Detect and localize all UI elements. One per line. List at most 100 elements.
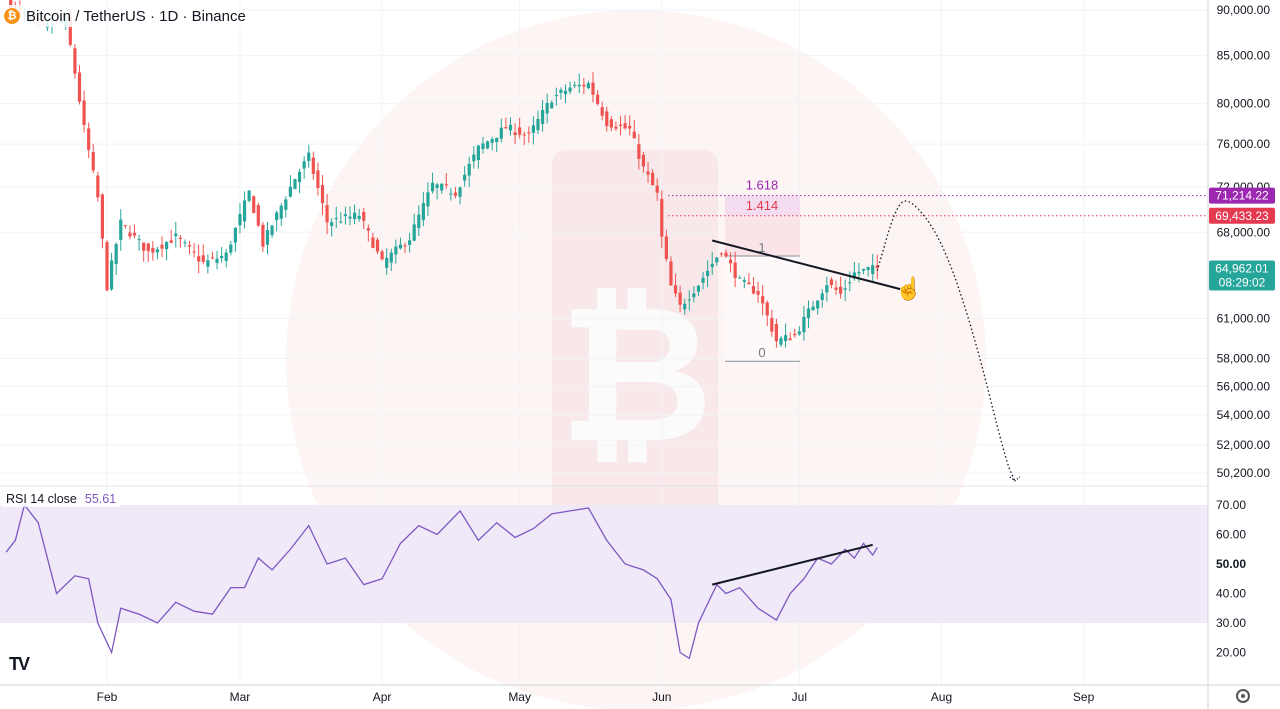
candles[interactable] — [9, 0, 879, 348]
candle-body — [233, 227, 237, 243]
svg-text:₿: ₿ — [559, 269, 714, 481]
candle-body — [261, 224, 265, 247]
candle-body — [715, 257, 719, 263]
candle-body — [751, 286, 756, 294]
candle-body — [495, 137, 499, 143]
candle-body — [582, 84, 586, 87]
candle — [389, 248, 393, 272]
candle-body — [100, 194, 105, 239]
candle — [660, 190, 664, 249]
settings-icon[interactable] — [1236, 689, 1250, 703]
candle — [609, 115, 613, 132]
candle — [169, 229, 173, 244]
candle-body — [307, 152, 311, 161]
candle — [142, 242, 146, 262]
candle-body — [201, 255, 205, 263]
candle — [600, 101, 604, 121]
candle-body — [518, 127, 522, 135]
candle — [316, 162, 320, 196]
candle — [632, 119, 636, 139]
price-tag-label: 71,214.22 — [1215, 189, 1269, 203]
rsi-line — [5, 503, 878, 660]
candle — [678, 285, 682, 313]
candle-body — [637, 144, 641, 159]
candle — [297, 168, 302, 194]
candle-body — [655, 185, 659, 193]
symbol-title[interactable]: Bitcoin / TetherUS · 1D · Binance — [26, 7, 246, 25]
candle-body — [646, 171, 650, 175]
chart-header: ₿ Bitcoin / TetherUS · 1D · Binance — [4, 5, 250, 27]
candle — [861, 268, 866, 275]
candle-body — [284, 199, 288, 210]
candle-body — [609, 119, 613, 128]
candle-body — [394, 246, 398, 255]
candle — [834, 280, 838, 295]
candle — [490, 136, 494, 151]
candle — [806, 300, 811, 329]
candle — [403, 242, 407, 254]
rsi-pane[interactable] — [5, 503, 878, 660]
candle — [761, 285, 765, 316]
candle — [352, 204, 357, 225]
candle — [91, 143, 95, 174]
fib-label: 1.618 — [746, 178, 779, 193]
candle — [435, 182, 439, 200]
candle-body — [229, 244, 233, 253]
candle — [820, 289, 824, 308]
candle — [641, 152, 646, 173]
candle — [320, 174, 325, 215]
candle-body — [550, 102, 554, 109]
candle-body — [178, 237, 182, 239]
candle — [724, 249, 728, 258]
drawings[interactable] — [711, 200, 1021, 482]
candle-body — [770, 317, 774, 332]
candle — [458, 186, 462, 205]
candle — [545, 93, 549, 124]
candle — [871, 253, 875, 282]
candle — [220, 246, 224, 263]
axes[interactable]: 90,000.0085,000.0080,000.0076,000.0072,0… — [97, 3, 1271, 704]
fibonacci-extension[interactable]: 1.618 1.414 1 0 — [668, 178, 1208, 362]
tradingview-logo-icon[interactable]: TV — [9, 654, 30, 674]
candle — [132, 224, 137, 239]
candle-body — [252, 196, 256, 214]
fib-label: 1.414 — [746, 198, 779, 213]
candle-body — [366, 228, 370, 231]
candle — [394, 239, 398, 264]
candle-body — [444, 184, 448, 186]
candle-body — [733, 262, 737, 278]
candle-body — [687, 299, 691, 301]
time-tick-label: May — [508, 690, 531, 704]
candle — [348, 206, 352, 226]
projection-path — [876, 200, 1016, 482]
candle-body — [82, 100, 86, 125]
rsi-tick-label: 60.00 — [1216, 528, 1246, 542]
candle — [339, 212, 343, 224]
price-tag-label: 64,962.01 — [1215, 262, 1269, 276]
rsi-tick-label: 40.00 — [1216, 587, 1246, 601]
rsi-value: 55.61 — [84, 492, 117, 506]
rsi-tick-label: 70.00 — [1216, 498, 1246, 512]
candle-body — [302, 161, 306, 169]
candle — [637, 134, 641, 170]
candle-body — [265, 229, 270, 245]
candle — [265, 221, 270, 255]
candle — [412, 213, 416, 242]
candle — [563, 84, 568, 104]
candle-body — [829, 279, 834, 286]
candle — [417, 205, 421, 236]
candle-body — [623, 123, 627, 129]
rsi-legend[interactable]: RSI 14 close 55.61 — [2, 491, 121, 507]
candle-body — [68, 16, 72, 45]
candle — [687, 290, 691, 311]
candle — [270, 224, 274, 238]
candle-body — [728, 259, 733, 264]
candle — [875, 254, 879, 280]
candle — [527, 126, 531, 143]
candle — [577, 73, 581, 94]
rsi-trendline — [711, 543, 873, 586]
candle-body — [371, 237, 375, 249]
price-tag — [1209, 207, 1275, 224]
rsi-band — [0, 505, 1208, 623]
